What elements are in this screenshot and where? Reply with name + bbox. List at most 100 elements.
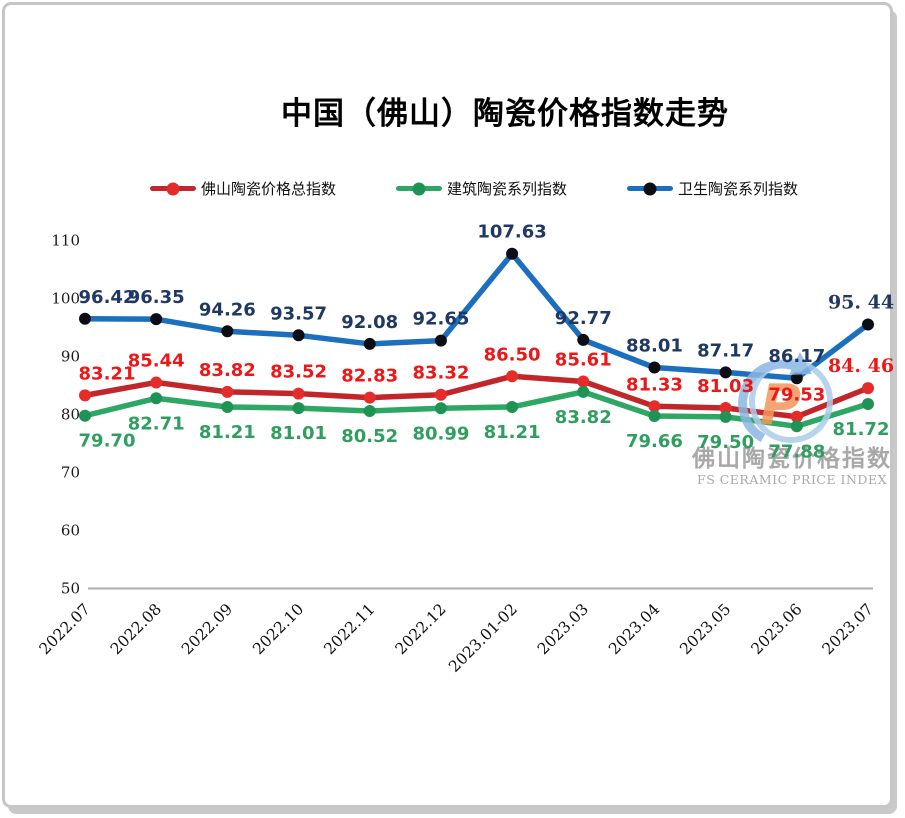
data-point-marker: [577, 385, 590, 398]
legend-label-total-index: 佛山陶瓷价格总指数: [201, 180, 337, 198]
x-tick-label: 2022.11: [320, 600, 378, 658]
data-point-marker: [648, 400, 661, 413]
data-label: 79.53: [768, 385, 825, 406]
y-tick-label: 100: [51, 290, 80, 308]
data-label: 96.42: [79, 287, 136, 308]
data-label: 81.21: [199, 422, 256, 443]
data-label: 81.01: [270, 423, 327, 444]
data-point-marker: [79, 312, 91, 325]
x-tick-label: 2023.06: [748, 600, 806, 658]
series-line: [82, 250, 871, 381]
data-label: 81.72: [833, 419, 890, 440]
series-line: [82, 373, 871, 420]
data-label: 81.33: [626, 374, 683, 395]
watermark-arrow-icon: [738, 359, 804, 442]
data-point-marker: [790, 420, 803, 433]
series-line: [82, 389, 871, 430]
watermark-logo-letter: P: [760, 373, 801, 438]
chart-title: 中国（佛山）陶瓷价格指数走势: [281, 96, 729, 132]
data-label: 80.52: [341, 426, 398, 447]
data-label: 83.52: [270, 362, 327, 383]
y-tick-label: 90: [61, 348, 80, 366]
data-label: 77.88: [768, 441, 825, 462]
data-label: 83.82: [555, 407, 612, 428]
watermark-en-text: FS CERAMIC PRICE INDEX: [697, 472, 887, 487]
data-label: 94.26: [199, 299, 256, 320]
data-label: 93.57: [270, 303, 327, 324]
chart-legend: 佛山陶瓷价格总指数 建筑陶瓷系列指数 卫生陶瓷系列指数: [150, 178, 798, 199]
data-label: 81.21: [484, 422, 541, 443]
legend-label-sanitary-index: 卫生陶瓷系列指数: [678, 180, 799, 198]
data-label: 80.99: [412, 423, 469, 444]
data-point-marker: [506, 247, 519, 260]
data-point-marker: [790, 410, 803, 423]
y-tick-label: 80: [61, 406, 80, 424]
y-tick-label: 70: [61, 464, 80, 482]
data-point-marker: [221, 325, 234, 338]
data-point-marker: [862, 382, 874, 395]
data-label: 79.50: [697, 432, 754, 453]
series-lines: [79, 247, 874, 433]
data-point-marker: [648, 361, 661, 374]
x-tick-label: 2023.03: [534, 600, 592, 658]
legend-item-sanitary-index: 卫生陶瓷系列指数: [627, 178, 798, 199]
x-tick-label: 2022.07: [36, 600, 94, 658]
x-tick-label: 2022.10: [249, 600, 307, 658]
data-point-marker: [292, 387, 305, 400]
data-point-marker: [221, 400, 234, 413]
data-label: 92.77: [555, 308, 612, 329]
x-tick-label: 2023.07: [819, 600, 877, 658]
data-point-marker: [79, 409, 91, 422]
data-point-marker: [862, 318, 874, 331]
data-label: 81.03: [697, 376, 754, 397]
data-point-marker: [363, 391, 376, 404]
data-point-marker: [292, 329, 305, 342]
data-label: 79.70: [79, 431, 136, 452]
data-label: 85.61: [555, 349, 612, 370]
data-label: 86.50: [484, 344, 541, 365]
data-label: 79.66: [626, 431, 683, 452]
data-point-marker: [648, 409, 661, 422]
data-point-marker: [719, 410, 732, 423]
legend-label-building-index: 建筑陶瓷系列指数: [447, 180, 568, 198]
legend-item-total-index: 佛山陶瓷价格总指数: [150, 178, 336, 199]
data-label: 92.65: [412, 309, 469, 330]
legend-line-marker-red: [150, 182, 196, 196]
data-label: 86.17: [768, 346, 825, 367]
series-building: [79, 385, 874, 433]
data-label: 82.71: [128, 413, 185, 434]
data-label: 96.35: [128, 287, 185, 308]
data-label: 83.21: [79, 363, 136, 384]
legend-line-marker-green: [396, 182, 443, 196]
data-point-marker: [434, 334, 447, 347]
watermark-cn-text: 佛山陶瓷价格指数: [691, 445, 892, 472]
y-tick-label: 60: [61, 522, 80, 540]
data-point-marker: [434, 402, 447, 415]
data-label: 82.83: [341, 366, 398, 387]
data-label: 88.01: [626, 336, 683, 357]
data-label: 87.17: [697, 340, 754, 361]
series-total: [79, 370, 874, 423]
data-point-marker: [719, 366, 732, 379]
data-point-marker: [221, 385, 234, 398]
data-point-marker: [577, 375, 590, 388]
watermark-arrowhead-icon: [789, 352, 812, 375]
data-point-marker: [434, 388, 447, 401]
series-sanitary: [79, 247, 874, 385]
data-label: 83.82: [199, 360, 256, 381]
data-label: 92.08: [341, 312, 398, 333]
data-point-marker: [719, 402, 732, 415]
data-point-marker: [150, 376, 163, 389]
y-tick-label: 50: [61, 580, 80, 598]
x-tick-label: 2023.01-02: [445, 600, 521, 676]
data-point-marker: [150, 392, 163, 405]
data-point-marker: [150, 313, 163, 326]
data-label: 95. 44: [828, 291, 894, 313]
data-point-marker: [363, 404, 376, 417]
x-tick-label: 2022.12: [392, 600, 450, 658]
data-point-marker: [506, 400, 519, 413]
data-label: 85.44: [128, 350, 185, 371]
